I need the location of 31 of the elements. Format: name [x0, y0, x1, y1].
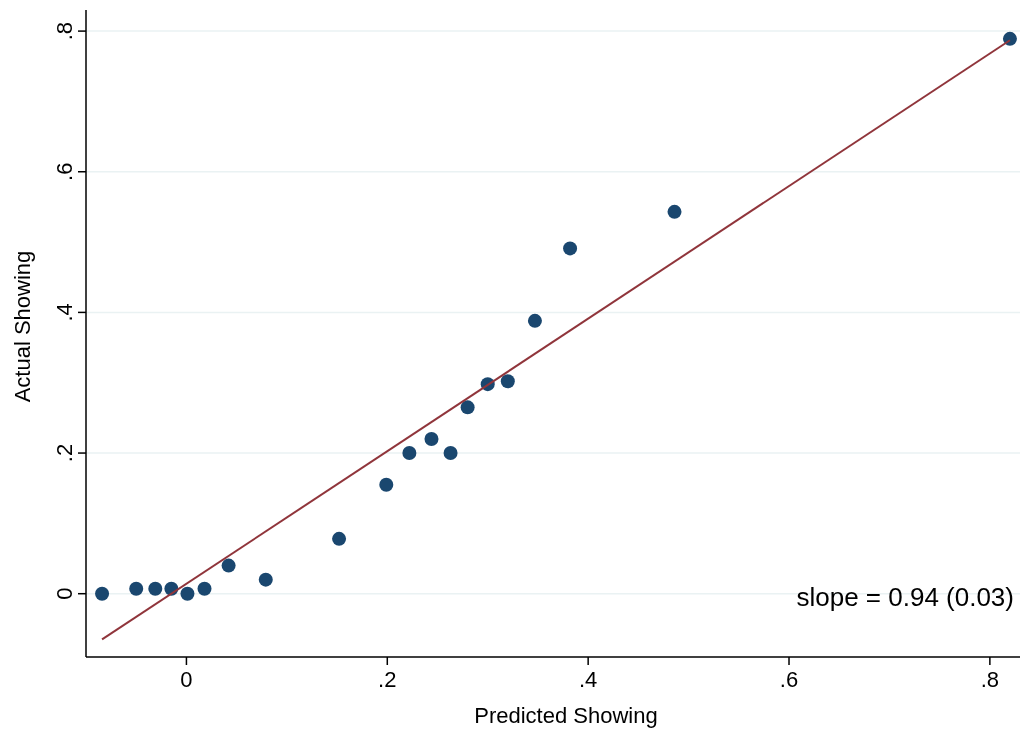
point	[500, 374, 515, 389]
point	[197, 581, 212, 596]
x-tick-label: .4	[578, 667, 598, 692]
y-tick-label: .6	[52, 162, 77, 181]
point	[460, 400, 475, 415]
y-tick-label: .2	[52, 443, 77, 463]
point	[424, 431, 439, 446]
x-tick-label: .2	[378, 667, 397, 692]
point	[180, 586, 195, 601]
point	[129, 581, 144, 596]
x-tick-label: 0	[180, 667, 193, 692]
x-axis-title: Predicted Showing	[474, 703, 658, 728]
y-tick-label: .8	[52, 21, 77, 41]
point	[379, 477, 394, 492]
point	[332, 531, 347, 546]
point	[667, 204, 682, 219]
point	[1002, 31, 1017, 46]
point	[527, 313, 542, 328]
point	[148, 581, 163, 596]
y-tick-label: 0	[52, 587, 77, 600]
point	[402, 446, 417, 461]
y-tick-label: .4	[52, 303, 77, 322]
point	[258, 572, 273, 587]
annotation: slope = 0.94 (0.03)	[796, 582, 1014, 612]
x-tick-label: .8	[980, 667, 1000, 692]
point	[221, 558, 236, 573]
point	[95, 586, 110, 601]
point	[443, 446, 458, 461]
y-axis-title: Actual Showing	[10, 250, 35, 403]
point	[563, 241, 578, 256]
x-tick-label: .6	[779, 667, 799, 692]
